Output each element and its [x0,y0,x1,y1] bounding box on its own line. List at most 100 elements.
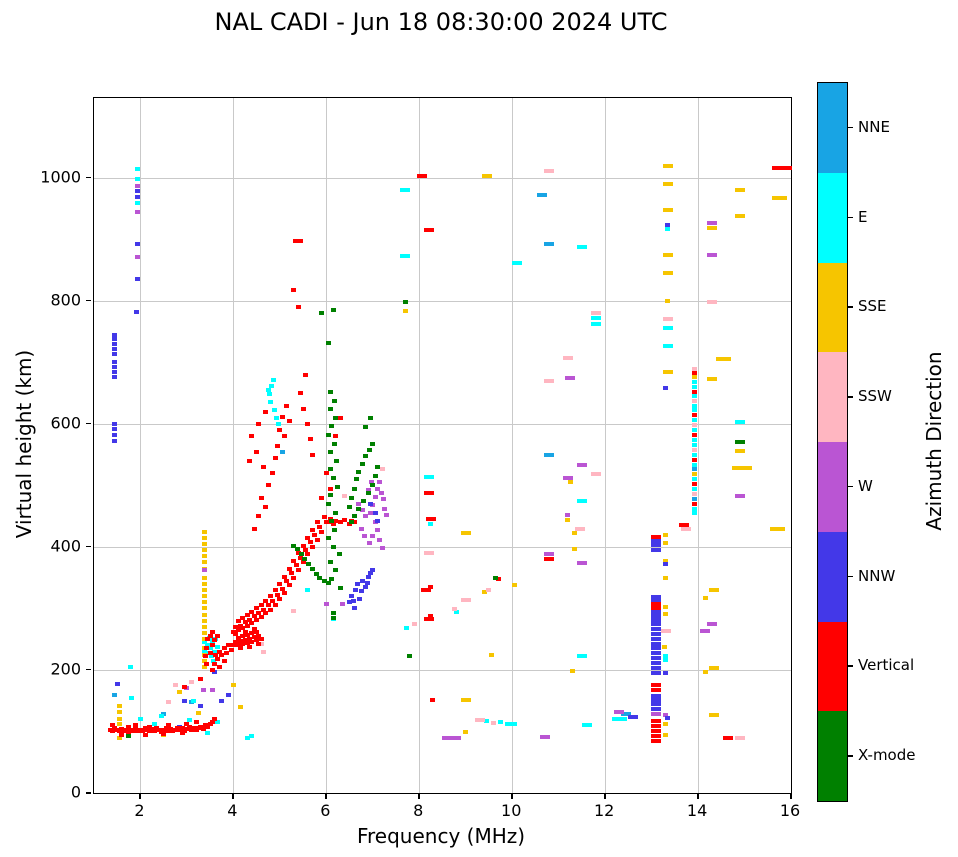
data-point-ssw [681,527,692,532]
data-point-vertical [316,525,322,530]
y-tick-mark [86,422,91,425]
data-point-ssw [544,378,555,383]
colorbar-tick-mark [848,216,853,219]
data-point-w [380,497,386,501]
data-point-nnw [347,600,353,605]
data-point-sse [734,449,745,454]
data-point-sse [202,575,208,580]
data-point-nnw [663,671,669,676]
colorbar [817,82,848,802]
data-point-nnw [111,346,117,351]
x-tick-mark [511,794,513,799]
data-point-vertical [247,636,253,641]
y-tick-mark [86,176,91,179]
colorbar-segment-sse [818,262,847,353]
data-point-w [200,687,206,692]
data-point-w [707,221,717,226]
data-point-w [707,253,717,258]
data-point-sse [663,612,669,617]
data-point-e [186,718,192,723]
data-point-vertical [251,526,257,531]
colorbar-segment-vertical [818,621,847,712]
data-point-w [374,486,380,491]
data-point-sse [662,182,673,187]
x-gridline [512,98,514,793]
data-point-sse [202,541,208,546]
data-point-x-mode [351,514,357,519]
data-point-e [267,392,273,397]
data-point-ssw [165,699,171,704]
data-point-vertical [691,482,697,487]
colorbar-segment-ssw [818,352,847,442]
data-point-vertical [244,623,250,628]
data-point-sse [117,717,123,722]
data-point-x-mode [361,498,366,503]
y-gridline [94,546,791,548]
data-point-e [158,714,164,719]
colorbar-axis-label: Azimuth Direction [922,351,946,531]
data-point-vertical [254,638,260,643]
data-point-vertical [270,471,276,476]
x-gridline [233,98,235,793]
data-point-sse [117,703,123,708]
data-point-vertical [237,639,243,644]
data-point-vertical [151,728,157,733]
data-point-sse [565,517,571,522]
colorbar-tick-mark [848,755,853,757]
data-point-x-mode [332,441,338,446]
data-point-x-mode [329,576,335,581]
data-point-w [384,513,390,517]
data-point-vertical [428,584,434,589]
data-point-nnw [651,661,662,666]
data-point-vertical [279,414,285,419]
data-point-vertical [651,687,662,692]
data-point-vertical [186,725,192,730]
data-point-vertical [212,717,218,722]
data-point-vertical [279,586,285,591]
data-point-nnw [112,426,118,431]
data-point-e [453,610,459,615]
data-point-x-mode [326,536,332,541]
data-point-vertical [193,720,199,725]
data-point-x-mode [327,407,333,412]
data-point-vertical [771,166,792,171]
data-point-vertical [219,652,225,657]
data-point-ssw [379,466,385,471]
y-tick-label: 200 [50,659,81,679]
data-point-nnw [360,578,366,583]
data-point-e [576,653,587,658]
data-point-nnw [355,581,361,586]
data-point-vertical [723,735,734,740]
data-point-vertical [265,603,271,608]
data-point-x-mode [291,543,297,548]
data-point-vertical [302,548,308,553]
data-point-x-mode [363,453,369,458]
data-point-e [691,511,697,516]
data-point-w [663,712,669,717]
data-point-vertical [651,738,662,743]
y-tick-mark [86,668,91,671]
data-point-nne [621,712,632,717]
data-point-x-mode [328,389,334,394]
data-point-sse [463,730,469,735]
data-point-sse [691,375,697,380]
data-point-sse [196,711,202,716]
data-point-x-mode [734,440,745,445]
data-point-w [361,533,367,538]
data-point-vertical [326,520,332,525]
data-point-x-mode [367,415,373,420]
data-point-vertical [651,719,662,724]
data-point-e [665,227,671,231]
data-point-vertical [309,452,315,457]
data-point-ssw [691,366,697,371]
data-point-vertical [203,661,209,666]
data-point-vertical [179,726,185,731]
data-point-vertical [305,552,311,557]
data-point-sse [460,697,471,702]
data-point-e [191,698,197,703]
data-point-nnw [651,618,662,623]
data-point-vertical [207,634,213,639]
data-point-vertical [282,574,287,579]
data-point-ssw [691,447,697,452]
